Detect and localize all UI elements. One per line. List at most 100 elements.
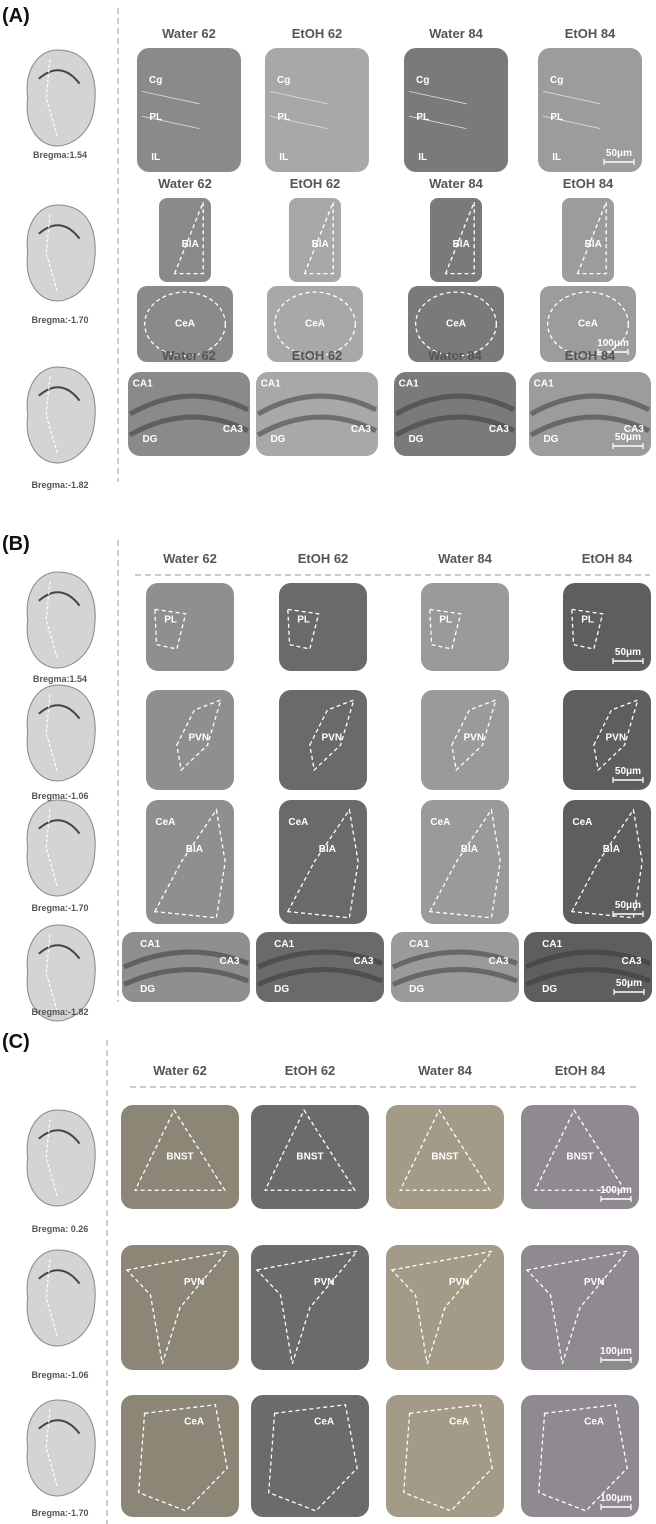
region-label: CeA [305, 319, 325, 330]
region-outline [286, 808, 359, 919]
region-label: CA3 [489, 956, 509, 967]
brain-region [38, 591, 81, 607]
brain-region [38, 1129, 81, 1145]
region-label: IL [552, 152, 561, 163]
region-outline [303, 201, 334, 275]
brain-section [26, 1109, 96, 1207]
region-label: CeA [446, 319, 466, 330]
region-label: IL [151, 152, 160, 163]
image-tile [121, 1395, 239, 1517]
brain-section [26, 799, 96, 897]
region-label: PL [416, 112, 429, 123]
region-label: BlA [186, 844, 203, 855]
brain-region [38, 224, 81, 240]
region-outline [403, 1404, 493, 1512]
brain-outline [45, 581, 58, 659]
image-tile [146, 690, 234, 790]
image-tile [137, 48, 241, 172]
region-label: Cg [277, 75, 290, 86]
region-label: CeA [572, 817, 592, 828]
region-label: DG [409, 984, 424, 995]
region-label: CA1 [261, 378, 281, 389]
region-label: Cg [550, 75, 563, 86]
image-tile [563, 583, 651, 671]
region-outline [415, 291, 497, 357]
image-tile [386, 1395, 504, 1517]
region-label: Cg [149, 75, 162, 86]
brain-outline [45, 376, 58, 454]
region-label: BlA [585, 239, 602, 250]
bregma-label: Bregma:-1.70 [31, 903, 88, 913]
region-label: DG [142, 434, 157, 445]
brain-region [38, 819, 81, 835]
region-label: BNST [296, 1152, 323, 1163]
region-label: BlA [312, 239, 329, 250]
image-tile [251, 1395, 369, 1517]
image-tile [421, 800, 509, 924]
column-header: Water 62 [162, 348, 216, 363]
region-outline [309, 698, 355, 772]
region-outline [451, 698, 497, 772]
layer-line [141, 91, 200, 105]
region-label: Cg [416, 75, 429, 86]
image-tile [251, 1105, 369, 1209]
image-tile [563, 800, 651, 924]
layer-arc [391, 967, 518, 987]
image-tile [122, 932, 250, 1002]
image-tile [404, 48, 508, 172]
region-label: DG [270, 434, 285, 445]
image-tile [394, 372, 516, 456]
image-tile [265, 48, 369, 172]
column-header: Water 62 [153, 1063, 207, 1078]
brain-section [26, 204, 96, 302]
region-label: PVN [314, 1277, 335, 1288]
scale-label: 100μm [600, 1346, 632, 1357]
brain-region [38, 944, 81, 960]
column-header: EtOH 84 [565, 26, 616, 41]
region-label: DG [140, 984, 155, 995]
region-outline [429, 608, 462, 650]
layer-line [542, 91, 601, 105]
region-outline [570, 808, 643, 919]
image-tile [256, 372, 378, 456]
image-tile [256, 932, 384, 1002]
layer-line [141, 115, 200, 129]
brain-outline [45, 694, 58, 772]
image-tile [563, 690, 651, 790]
scale-label: 50μm [616, 978, 642, 989]
bregma-label: Bregma:-1.82 [31, 1007, 88, 1017]
brain-region [38, 1419, 81, 1435]
layer-arc [524, 967, 651, 987]
region-outline [255, 1250, 359, 1364]
region-label: PVN [322, 733, 343, 744]
region-label: PVN [449, 1277, 470, 1288]
column-header: EtOH 84 [563, 176, 614, 191]
region-outline [390, 1250, 494, 1364]
region-label: CA3 [220, 956, 240, 967]
column-header: EtOH 84 [582, 551, 633, 566]
region-outline [173, 201, 204, 275]
image-tile [128, 372, 250, 456]
column-header: Water 84 [429, 176, 483, 191]
region-outline [125, 1250, 229, 1364]
region-label: IL [279, 152, 288, 163]
region-label: PVN [464, 733, 485, 744]
column-header: EtOH 84 [565, 348, 616, 363]
scale-label: 100μm [597, 338, 629, 349]
region-outline [138, 1404, 228, 1512]
region-label: BlA [182, 239, 199, 250]
scale-label: 100μm [600, 1185, 632, 1196]
column-header: EtOH 62 [290, 176, 341, 191]
bregma-label: Bregma:-1.70 [31, 315, 88, 325]
region-label: CeA [175, 319, 195, 330]
region-label: CA1 [542, 939, 562, 950]
layer-line [408, 115, 467, 129]
region-label: CeA [584, 1416, 604, 1427]
brain-section [26, 1249, 96, 1347]
layer-line [269, 115, 328, 129]
column-header: EtOH 62 [298, 551, 349, 566]
column-header: Water 62 [162, 26, 216, 41]
column-header: EtOH 62 [292, 348, 343, 363]
region-label: CA1 [274, 939, 294, 950]
image-tile [146, 800, 234, 924]
